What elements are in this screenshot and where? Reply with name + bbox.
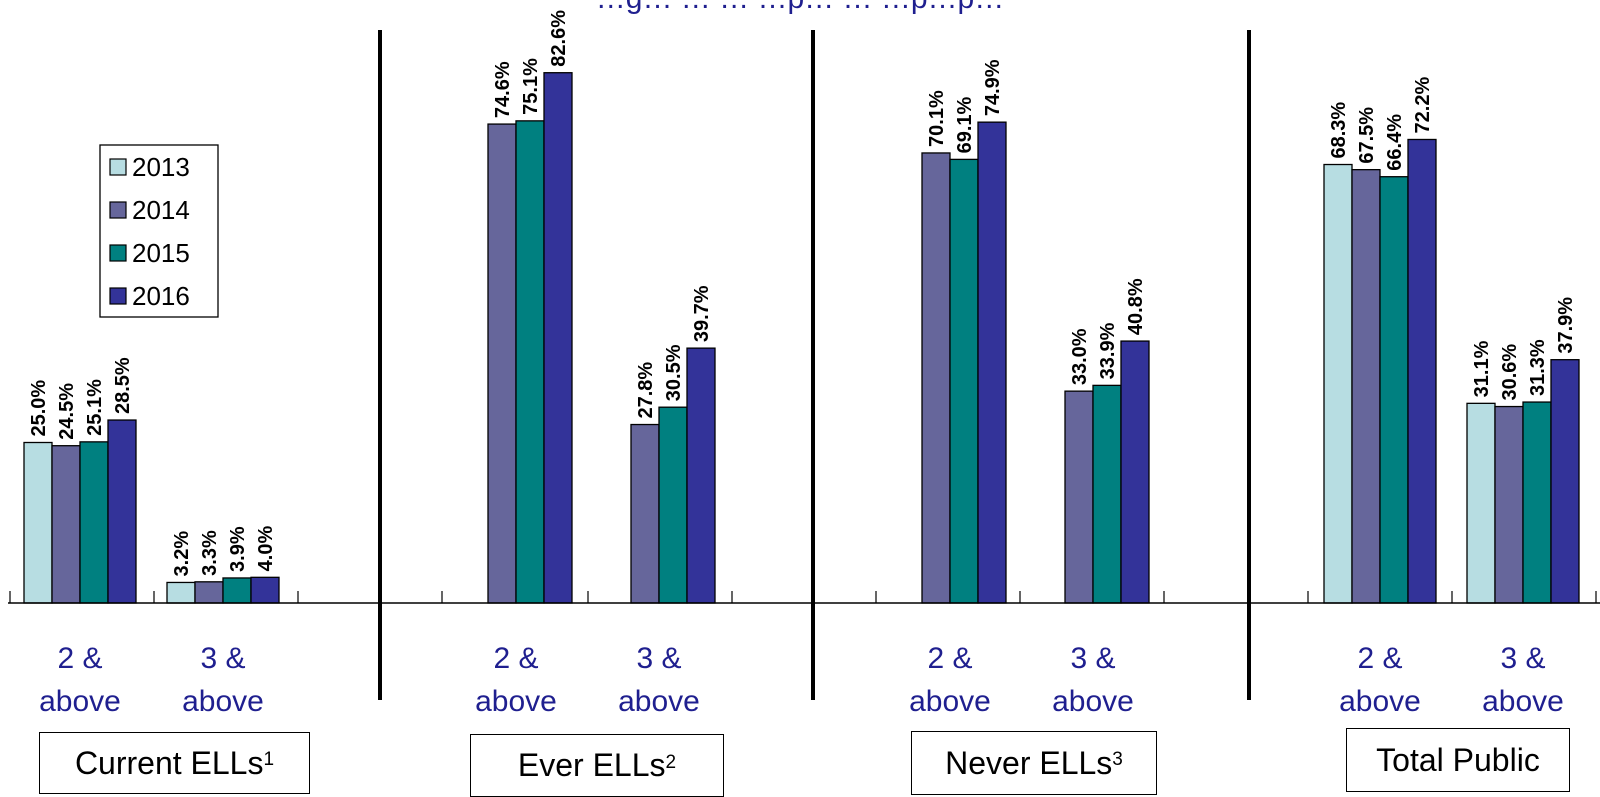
- bar-total-public-2-2015: [1379, 176, 1409, 604]
- data-label: 30.5%: [663, 344, 685, 401]
- data-label: 66.4%: [1384, 114, 1406, 171]
- data-label: 31.3%: [1527, 339, 1549, 396]
- category-tick-label: 2 &: [57, 642, 102, 675]
- footnote-marker: 2: [665, 751, 677, 773]
- group-label-text: Never ELLs: [945, 744, 1113, 781]
- data-label: 27.8%: [635, 362, 657, 419]
- data-label: 72.2%: [1412, 77, 1434, 134]
- bar-current-ells-2-2016: [107, 419, 137, 604]
- data-label: 68.3%: [1328, 102, 1350, 159]
- data-label: 30.6%: [1499, 344, 1521, 401]
- data-label: 69.1%: [954, 96, 976, 153]
- bars-layer: [23, 72, 1580, 604]
- group-label-text: Ever ELLs: [517, 747, 666, 783]
- legend-swatch-2016: [109, 287, 127, 305]
- legend-entry-2015: 2015: [132, 238, 190, 268]
- legend-entry-2013: 2013: [132, 152, 190, 182]
- category-tick-label: above: [1482, 685, 1564, 718]
- bar-total-public-3-2015: [1522, 401, 1552, 604]
- bar-never-ells-2-2014: [921, 152, 951, 604]
- data-label: 28.5%: [112, 357, 134, 414]
- group-label-current-ells: Current ELLs 1: [39, 732, 310, 794]
- category-tick-label: 3 &: [200, 642, 245, 675]
- data-label: 25.0%: [28, 380, 50, 437]
- bar-ever-ells-2-2014: [487, 123, 517, 604]
- data-label: 74.9%: [982, 59, 1004, 116]
- data-label: 67.5%: [1356, 107, 1378, 164]
- data-label: 37.9%: [1555, 297, 1577, 354]
- category-tick-label: above: [909, 685, 991, 718]
- data-labels-layer: 25.0% 24.5% 25.1% 28.5% 3.2% 3.3% 3.9% 4.0% 74.6…: [28, 10, 1577, 577]
- data-label: 4.0%: [255, 526, 277, 572]
- data-label: 33.9%: [1097, 322, 1119, 379]
- data-label: 70.1%: [926, 90, 948, 147]
- legend-swatch-2013: [109, 158, 127, 176]
- bar-ever-ells-3-2016: [686, 347, 716, 604]
- category-tick-label: above: [182, 685, 264, 718]
- data-label: 31.1%: [1471, 340, 1493, 397]
- category-tick-label: above: [1052, 685, 1134, 718]
- legend-entry-2016: 2016: [132, 281, 190, 311]
- category-tick-label: 2 &: [493, 642, 538, 675]
- legend: 2013 2014 2015 2016: [99, 144, 219, 318]
- category-tick-label: 3 &: [1500, 642, 1545, 675]
- data-label: 39.7%: [691, 285, 713, 342]
- bar-never-ells-2-2016: [977, 121, 1007, 604]
- category-tick-label: above: [39, 685, 121, 718]
- category-tick-label: 2 &: [927, 642, 972, 675]
- chart-title-fragment: …g… … … …p… … …p…p…: [596, 0, 1004, 15]
- group-label-text: Current ELLs: [74, 744, 264, 781]
- data-label: 74.6%: [492, 61, 514, 118]
- group-label-text: Total Public: [1376, 741, 1540, 778]
- category-tick-label: 3 &: [1070, 642, 1115, 675]
- bar-total-public-2-2014: [1351, 168, 1381, 604]
- category-tick-label: above: [1339, 685, 1421, 718]
- bar-ever-ells-2-2016: [543, 72, 573, 604]
- data-label: 33.0%: [1069, 328, 1091, 385]
- bar-current-ells-3-2015: [222, 577, 252, 604]
- bar-current-ells-3-2014: [194, 581, 224, 604]
- bar-current-ells-2-2015: [79, 441, 109, 604]
- group-label-never-ells: Never ELLs 3: [911, 731, 1157, 795]
- bar-current-ells-2-2013: [23, 441, 53, 604]
- bar-current-ells-3-2013: [166, 581, 196, 604]
- data-label: 82.6%: [548, 10, 570, 67]
- bar-ever-ells-3-2015: [658, 406, 688, 604]
- bar-total-public-3-2016: [1550, 359, 1580, 604]
- tick-labels-layer: 2 & above 3 & above 2 & above 3 & above 2 & above…: [39, 642, 1564, 718]
- legend-swatch-2015: [109, 244, 127, 262]
- footnote-marker: 3: [1112, 749, 1123, 770]
- bar-never-ells-3-2015: [1092, 384, 1122, 604]
- group-label-total-public: Total Public: [1346, 728, 1570, 792]
- axes-layer: [8, 30, 1600, 700]
- data-label: 75.1%: [520, 58, 542, 115]
- bar-total-public-3-2013: [1466, 402, 1496, 604]
- legend-swatch-2014: [109, 201, 127, 219]
- group-label-ever-ells: Ever ELLs 2: [470, 734, 724, 797]
- bar-never-ells-3-2016: [1120, 340, 1150, 604]
- data-label: 24.5%: [56, 383, 78, 440]
- data-label: 3.3%: [199, 530, 221, 576]
- bar-never-ells-3-2014: [1064, 390, 1094, 604]
- category-tick-label: above: [618, 685, 700, 718]
- bar-total-public-2-2016: [1407, 138, 1437, 604]
- bar-total-public-2-2013: [1323, 163, 1353, 604]
- category-tick-label: 3 &: [636, 642, 681, 675]
- bar-ever-ells-3-2014: [630, 423, 660, 604]
- category-tick-label: above: [475, 685, 557, 718]
- bar-total-public-3-2014: [1494, 405, 1524, 604]
- data-label: 3.9%: [227, 526, 249, 572]
- legend-entry-2014: 2014: [132, 195, 190, 225]
- category-tick-label: 2 &: [1357, 642, 1402, 675]
- data-label: 40.8%: [1125, 278, 1147, 335]
- bar-ever-ells-2-2015: [515, 120, 545, 604]
- data-label: 25.1%: [84, 379, 106, 436]
- footnote-marker: 1: [263, 749, 275, 770]
- bar-current-ells-2-2014: [51, 445, 81, 604]
- bar-never-ells-2-2015: [949, 158, 979, 604]
- data-label: 3.2%: [171, 531, 193, 577]
- bar-current-ells-3-2016: [250, 576, 280, 604]
